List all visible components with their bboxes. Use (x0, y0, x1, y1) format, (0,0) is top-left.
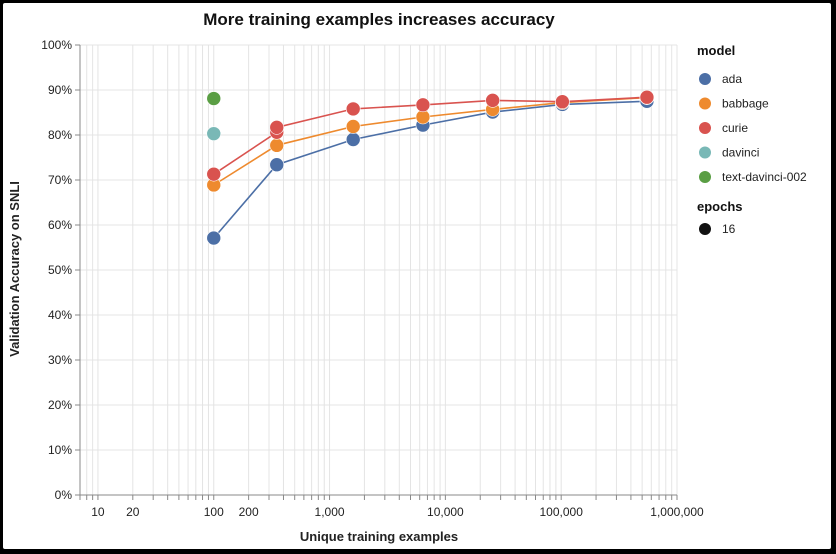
point-curie (206, 166, 222, 182)
legend-label-curie: curie (722, 121, 748, 135)
y-tick-label: 90% (48, 83, 72, 97)
legend-symbol-davinci (699, 146, 711, 159)
chart-frame: More training examples increases accurac… (3, 3, 831, 549)
grid (79, 44, 678, 496)
x-tick-label: 1,000,000 (650, 505, 704, 519)
x-tick-label: 20 (126, 505, 140, 519)
legend-label-ada: ada (722, 72, 742, 86)
x-tick-label: 100 (204, 505, 224, 519)
axes: 0% 10% 20% 30% 40% 50% 60% 70% 80% 90% 100% 10 20 100… (41, 38, 704, 519)
y-tick-label: 0% (55, 488, 73, 502)
chart: More training examples increases accurac… (7, 10, 807, 544)
x-tick-label: 10 (91, 505, 105, 519)
x-tick-label: 1,000 (315, 505, 345, 519)
y-tick-label: 20% (48, 398, 72, 412)
point-curie (639, 89, 655, 105)
legend-items: ada babbage curie davinci text-davinci-002 (699, 72, 807, 184)
x-axis-title: Unique training examples (300, 529, 458, 544)
point-curie (555, 94, 570, 109)
point-curie (485, 93, 500, 108)
legend-epochs-symbol (699, 223, 711, 235)
legend-symbol-text-davinci-002 (699, 171, 711, 183)
y-tick-label: 80% (48, 128, 72, 142)
point-babbage (269, 138, 285, 153)
legend-label-text-davinci-002: text-davinci-002 (722, 170, 807, 184)
legend-label-davinci: davinci (722, 146, 759, 160)
legend-model-title: model (697, 43, 735, 58)
x-tick-label: 10,000 (427, 505, 464, 519)
y-tick-label: 50% (48, 263, 72, 277)
x-tick-label: 100,000 (539, 505, 583, 519)
chart-title: More training examples increases accurac… (203, 10, 555, 29)
point-babbage (345, 119, 361, 134)
point-curie (345, 101, 361, 117)
legend-label-babbage: babbage (722, 97, 769, 111)
point-curie (415, 97, 431, 113)
point-curie (269, 120, 285, 135)
x-tick-label: 200 (239, 505, 259, 519)
legend: model ada babbage curie davinci text-davinci… (697, 43, 807, 236)
legend-symbol-babbage (699, 97, 711, 110)
legend-symbol-curie (699, 122, 711, 134)
legend-epochs-label: 16 (722, 222, 736, 236)
y-tick-label: 10% (48, 443, 72, 457)
series-points (206, 89, 655, 246)
point-text-davinci-002 (206, 91, 222, 106)
y-tick-label: 100% (41, 38, 72, 52)
legend-symbol-ada (699, 73, 711, 85)
y-tick-label: 40% (48, 308, 72, 322)
y-tick-label: 70% (48, 173, 72, 187)
y-tick-label: 30% (48, 353, 72, 367)
point-davinci (206, 126, 222, 141)
y-axis-title: Validation Accuracy on SNLI (7, 181, 22, 357)
point-ada (206, 230, 222, 246)
point-ada (345, 132, 361, 147)
y-tick-label: 60% (48, 218, 72, 232)
legend-epochs-title: epochs (697, 199, 743, 214)
point-ada (269, 157, 285, 172)
